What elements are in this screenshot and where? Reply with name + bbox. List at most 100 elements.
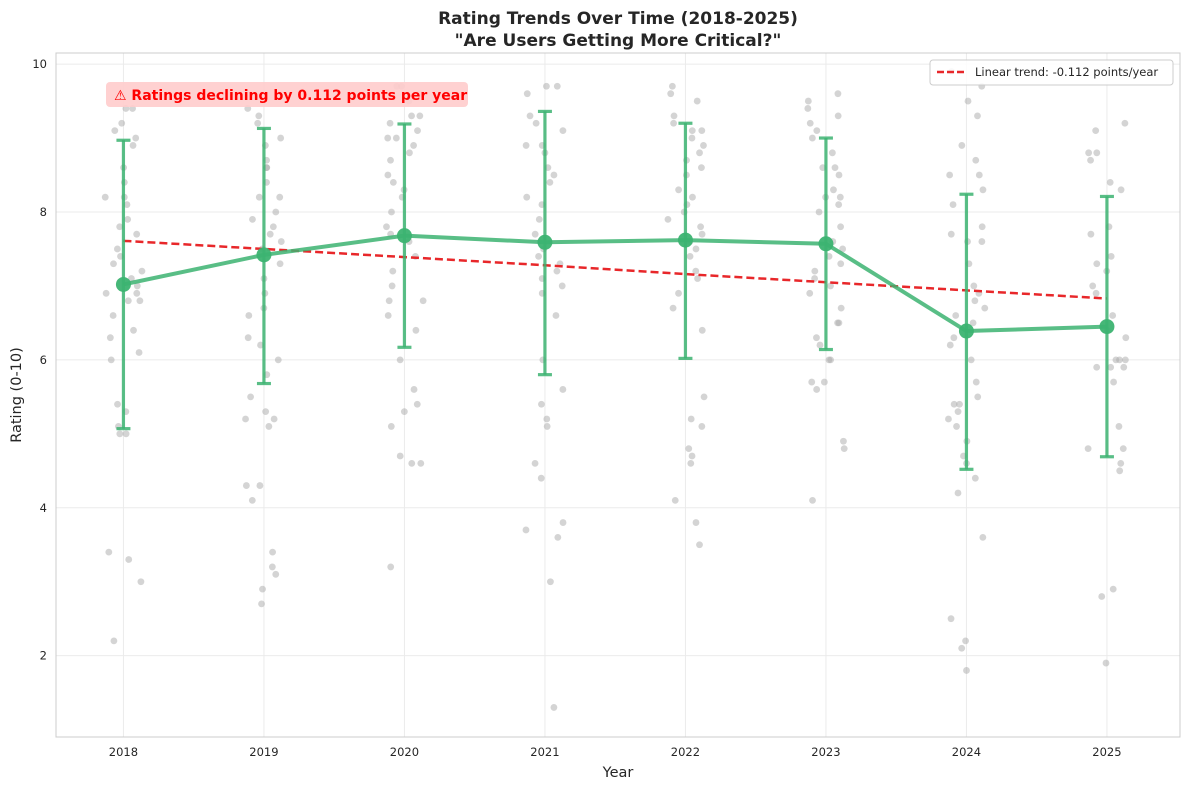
rating-point — [696, 541, 703, 549]
rating-point — [257, 341, 264, 349]
rating-point — [537, 474, 545, 482]
rating-point — [248, 496, 256, 504]
rating-point — [413, 400, 421, 408]
rating-point — [1121, 119, 1129, 127]
rating-point — [675, 186, 683, 194]
rating-point — [974, 112, 981, 120]
rating-point — [101, 193, 109, 201]
rating-point — [837, 223, 845, 231]
rating-point — [276, 193, 284, 201]
rating-point — [109, 312, 117, 319]
rating-point — [815, 208, 823, 216]
mean-point — [396, 228, 412, 244]
rating-point — [553, 267, 561, 275]
rating-point — [135, 349, 143, 356]
chart-title: Rating Trends Over Time (2018-2025) — [438, 9, 798, 29]
plot-area — [55, 52, 1181, 738]
rating-point — [698, 230, 706, 238]
x-tick-label: 2018 — [109, 745, 138, 759]
rating-point — [664, 215, 672, 223]
rating-point — [808, 134, 816, 142]
rating-point — [417, 460, 425, 467]
x-tick-label: 2020 — [390, 745, 419, 759]
rating-point — [1119, 445, 1127, 453]
rating-point — [1107, 363, 1115, 371]
rating-point — [981, 304, 989, 312]
rating-point — [1092, 289, 1100, 297]
rating-point — [410, 142, 417, 149]
x-axis-ticks: 2018 2019 2020 2021 2022 2023 2024 2025 — [109, 745, 1122, 759]
rating-point — [950, 334, 958, 342]
rating-point — [970, 282, 978, 290]
rating-point — [806, 289, 814, 297]
rating-point — [123, 201, 131, 208]
rating-point — [827, 282, 834, 290]
rating-point — [947, 615, 955, 623]
rating-point — [808, 378, 816, 386]
rating-point — [550, 704, 558, 711]
rating-point — [255, 112, 263, 120]
legend: Linear trend: -0.112 points/year — [929, 59, 1174, 86]
rating-point — [835, 201, 843, 208]
rating-point — [809, 496, 816, 504]
rating-point — [133, 289, 141, 297]
rating-point — [396, 452, 404, 460]
rating-point — [804, 105, 812, 112]
rating-point — [244, 334, 252, 342]
rating-point — [831, 164, 839, 172]
rating-point — [102, 289, 110, 297]
rating-point — [256, 482, 264, 489]
rating-point — [552, 312, 560, 319]
rating-point — [671, 496, 679, 504]
mean-point — [115, 276, 131, 292]
rating-point — [837, 304, 845, 312]
rating-point — [964, 97, 972, 105]
rating-point — [1087, 230, 1095, 238]
rating-point — [543, 82, 550, 90]
rating-point — [1098, 593, 1106, 600]
rating-point — [946, 341, 954, 349]
rating-point — [389, 267, 397, 275]
rating-point — [696, 149, 703, 157]
rating-point — [259, 585, 266, 593]
rating-point — [522, 526, 530, 534]
rating-point — [804, 97, 812, 105]
mean-point — [818, 236, 834, 252]
mean-point — [677, 232, 693, 248]
rating-point — [947, 230, 955, 238]
rating-point — [1087, 156, 1094, 164]
rating-point — [388, 282, 396, 290]
rating-point — [385, 297, 393, 305]
rating-point — [133, 230, 141, 238]
rating-point — [547, 578, 554, 586]
legend-label-trend: Linear trend: -0.112 points/year — [975, 65, 1158, 79]
rating-point — [419, 297, 427, 305]
x-tick-label: 2024 — [952, 745, 981, 759]
rating-point — [963, 667, 970, 674]
rating-point — [125, 556, 133, 563]
rating-point — [414, 127, 421, 135]
rating-point — [806, 119, 814, 127]
rating-point — [559, 519, 567, 526]
trend-line — [123, 239, 1108, 300]
rating-point — [276, 260, 284, 268]
rating-point — [274, 356, 282, 364]
rating-point — [106, 334, 114, 342]
rating-point — [1110, 378, 1117, 386]
rating-point — [956, 400, 963, 408]
rating-point — [954, 489, 962, 497]
rating-point — [110, 637, 118, 645]
rating-point — [698, 423, 706, 430]
rating-point — [1115, 423, 1123, 430]
rating-point — [688, 127, 696, 135]
rating-point — [971, 297, 979, 305]
rating-point — [969, 319, 977, 327]
rating-point — [406, 149, 413, 157]
rating-point — [954, 408, 962, 416]
rating-point — [138, 267, 146, 275]
rating-point — [693, 97, 701, 105]
rating-point — [245, 312, 253, 319]
rating-point — [384, 134, 392, 142]
y-tick-label: 6 — [40, 353, 47, 367]
